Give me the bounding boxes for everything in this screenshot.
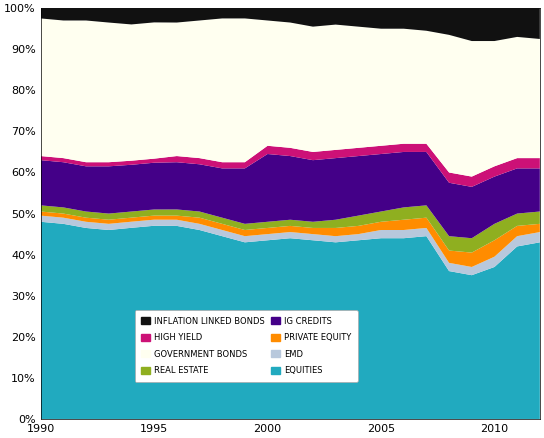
Legend: INFLATION LINKED BONDS, HIGH YIELD, GOVERNMENT BONDS, REAL ESTATE, IG CREDITS, P: INFLATION LINKED BONDS, HIGH YIELD, GOVE…: [135, 310, 357, 382]
